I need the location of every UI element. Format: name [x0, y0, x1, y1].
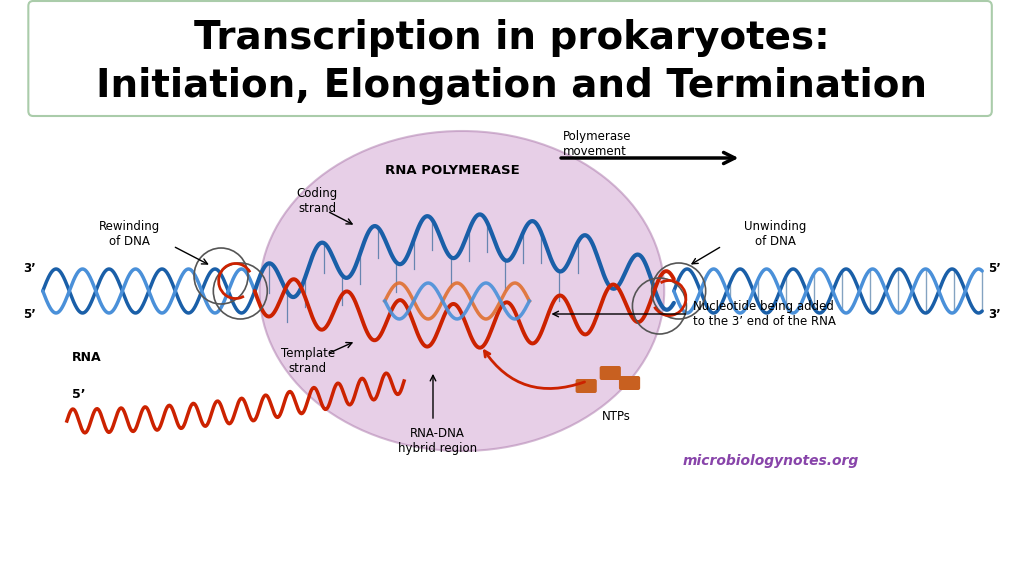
Text: NTPs: NTPs [602, 410, 631, 423]
FancyBboxPatch shape [575, 379, 597, 393]
Text: RNA: RNA [72, 351, 101, 364]
Text: Initiation, Elongation and Termination: Initiation, Elongation and Termination [96, 67, 928, 105]
Text: 5’: 5’ [24, 308, 36, 320]
Text: Coding
strand: Coding strand [297, 187, 338, 215]
Text: Nucleotide being added
to the 3’ end of the RNA: Nucleotide being added to the 3’ end of … [693, 300, 836, 328]
Text: Template
strand: Template strand [281, 347, 335, 375]
Text: 5’: 5’ [988, 263, 1000, 275]
Text: Polymerase
movement: Polymerase movement [563, 130, 632, 158]
FancyBboxPatch shape [600, 366, 621, 380]
FancyBboxPatch shape [618, 376, 640, 390]
Text: RNA-DNA
hybrid region: RNA-DNA hybrid region [398, 427, 477, 455]
Ellipse shape [259, 131, 665, 451]
Text: Unwinding
of DNA: Unwinding of DNA [743, 220, 806, 248]
FancyBboxPatch shape [29, 1, 992, 116]
Text: microbiologynotes.org: microbiologynotes.org [682, 454, 858, 468]
Text: Rewinding
of DNA: Rewinding of DNA [99, 220, 160, 248]
Text: 3’: 3’ [24, 263, 36, 275]
Text: 3’: 3’ [988, 308, 1000, 320]
Text: Transcription in prokaryotes:: Transcription in prokaryotes: [195, 19, 829, 57]
Text: 5’: 5’ [72, 388, 85, 400]
Text: RNA POLYMERASE: RNA POLYMERASE [385, 165, 519, 177]
